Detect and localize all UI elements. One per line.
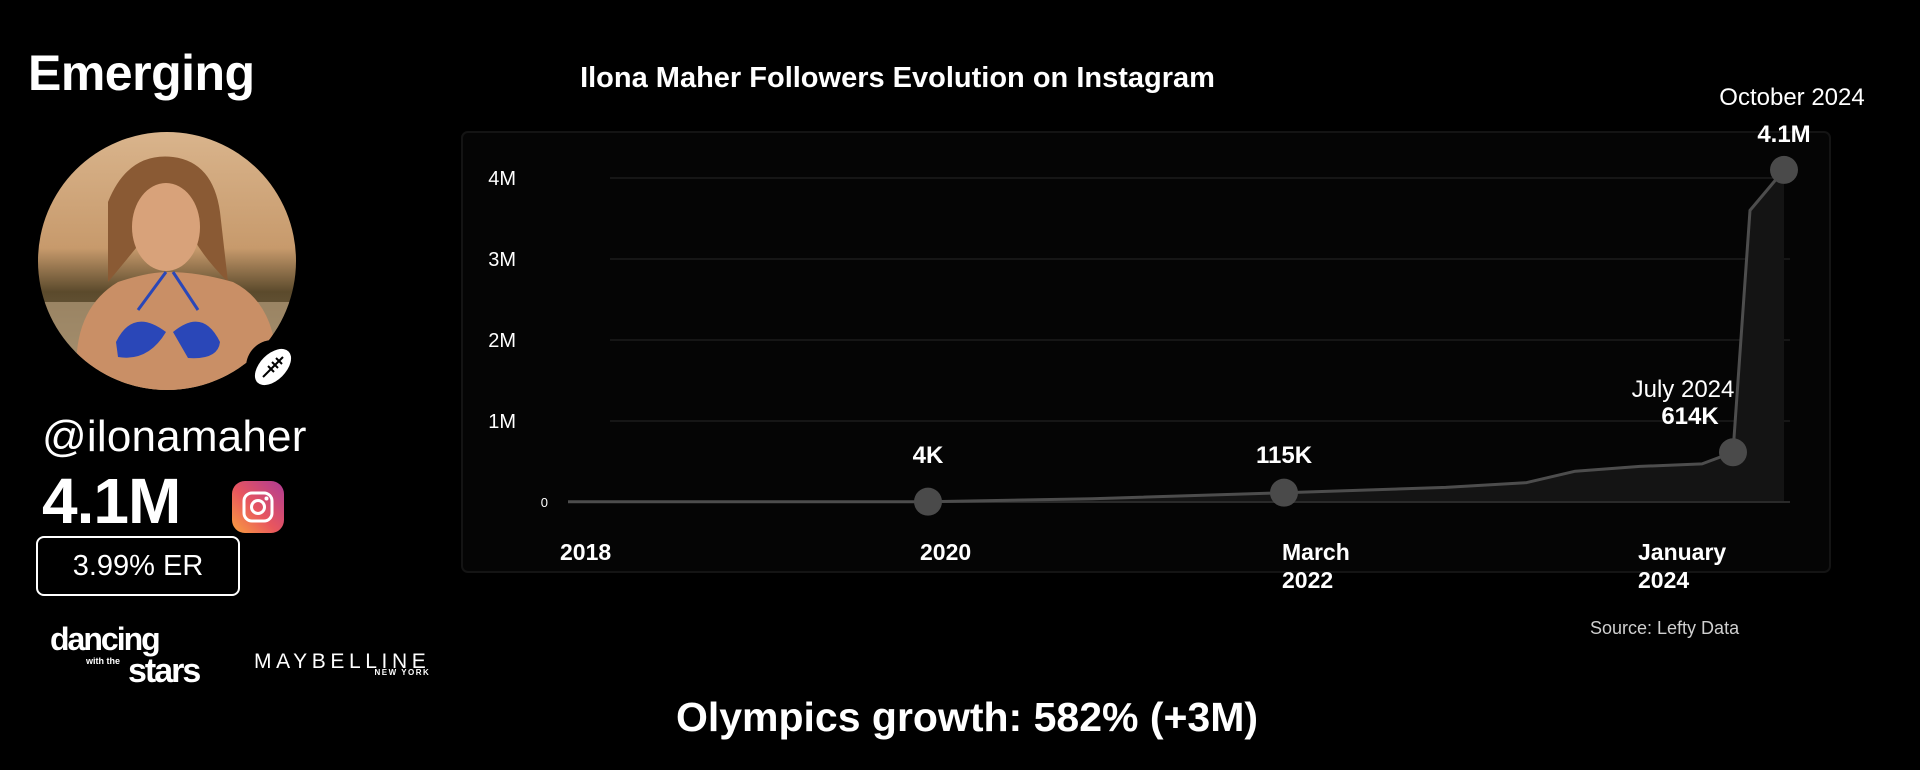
growth-headline: Olympics growth: 582% (+3M) [675, 694, 1259, 740]
maybelline-wordmark: MAYBELLINE [254, 650, 431, 673]
annotation-value: 4K [913, 442, 944, 469]
x-tick-label-line: 2022 [1282, 567, 1333, 593]
y-tick-label: 4M [488, 168, 516, 190]
y-tick-label: 3M [488, 249, 516, 271]
instagram-icon[interactable] [232, 481, 284, 533]
data-point-marker [1270, 478, 1298, 507]
series-line [567, 168, 1786, 504]
y-tick-label: 0 [541, 495, 548, 510]
x-tick-label: 2018 [560, 539, 611, 565]
annotation-value: 115K [1256, 442, 1313, 469]
x-tick-label: March 2022 [1282, 539, 1350, 593]
x-tick-label-line: 2020 [920, 539, 971, 565]
data-point-marker [1770, 155, 1798, 184]
source-label: Source: Lefty Data [1590, 618, 1740, 638]
dwts-line1: dancing [50, 624, 159, 657]
dancing-with-the-stars-logo: dancing with the stars [48, 621, 224, 690]
y-tick-label: 2M [488, 330, 516, 352]
x-tick-label-line: January [1638, 539, 1726, 565]
rugby-ball-icon [246, 340, 300, 394]
profile-avatar[interactable] [38, 132, 296, 390]
maybelline-subtitle: NEW YORK [374, 668, 431, 677]
annotation-value: 614K [1661, 403, 1719, 430]
dwts-line3: stars [128, 652, 200, 686]
annotation-value: 4.1M [1757, 121, 1810, 148]
dwts-line2: with the [85, 656, 120, 666]
plot-panel [461, 131, 1831, 573]
chart-title: Ilona Maher Followers Evolution on Insta… [580, 62, 1215, 94]
data-point-marker [1719, 438, 1747, 467]
annotation-date: October 2024 [1719, 84, 1864, 111]
engagement-rate-badge: 3.99% ER [36, 536, 240, 596]
profile-handle[interactable]: @ilonamaher [42, 412, 307, 461]
x-tick-label: 2020 [920, 539, 971, 565]
x-tick-label-line: March [1282, 539, 1350, 565]
data-point-marker [914, 487, 942, 516]
maybelline-logo: MAYBELLINE NEW YORK [254, 650, 431, 677]
x-tick-label-line: 2018 [560, 539, 611, 565]
x-tick-label: January 2024 [1638, 539, 1726, 593]
annotation-date: July 2024 [1632, 376, 1735, 403]
category-label: Emerging [28, 45, 255, 101]
y-tick-label: 1M [488, 411, 516, 433]
x-tick-label-line: 2024 [1638, 567, 1689, 593]
series-area [568, 169, 1784, 502]
follower-count: 4.1M [42, 465, 181, 537]
